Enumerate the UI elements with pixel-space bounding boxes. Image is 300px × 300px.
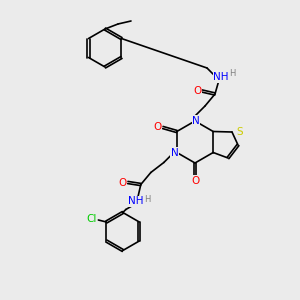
Text: N: N <box>192 116 200 126</box>
Text: H: H <box>144 195 150 204</box>
Text: NH: NH <box>213 72 229 82</box>
Text: H: H <box>229 70 236 79</box>
Text: NH: NH <box>128 196 144 206</box>
Text: O: O <box>154 122 162 133</box>
Text: N: N <box>171 148 179 158</box>
Text: O: O <box>119 178 127 188</box>
Text: O: O <box>191 176 199 186</box>
Text: S: S <box>237 127 243 137</box>
Text: Cl: Cl <box>86 214 97 224</box>
Text: O: O <box>193 86 201 96</box>
